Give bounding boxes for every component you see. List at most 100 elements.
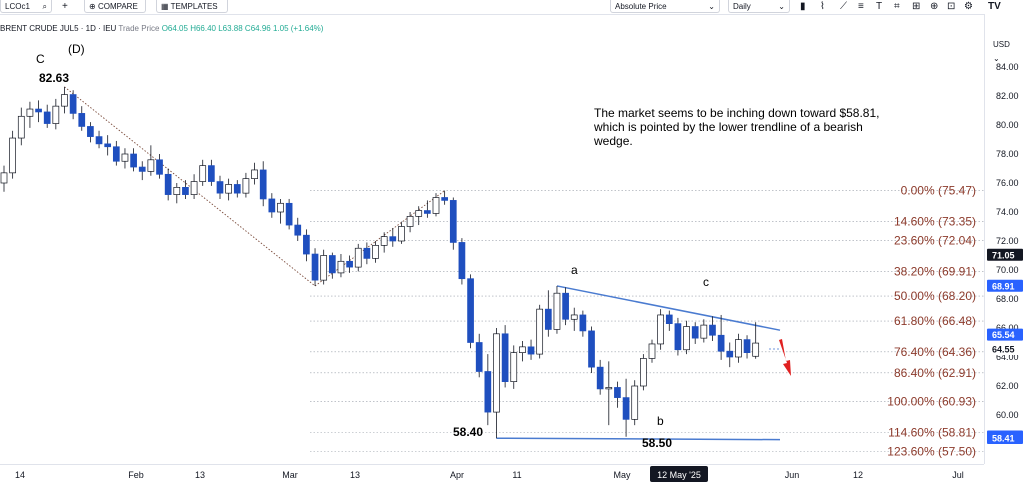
candle-body [130,153,137,168]
price-axis-tick: 74.00 [996,207,1019,217]
time-axis-tick: Apr [450,470,464,480]
candle-body [277,202,284,213]
candle-body [182,187,189,195]
candle-body [311,253,319,281]
low-price-label-2: 58.50 [642,436,672,450]
candle-body [562,292,569,320]
candle-body [35,108,42,113]
templates-button[interactable]: ▦ TEMPLATES [156,0,228,13]
text-tool-icon[interactable]: T [876,1,883,12]
price-axis-tick: 82.00 [996,91,1019,101]
ruler-icon[interactable]: ⊞ [912,1,921,12]
trend-icon[interactable]: ⟋ [840,1,847,12]
price-axis-tick: 78.00 [996,149,1019,159]
price-axis[interactable]: USD ⌄ [984,14,1024,464]
candle-body [17,115,25,139]
candle-body [605,387,613,390]
candle-body [519,346,526,354]
tradingview-logo-icon: TV [988,1,1001,12]
candle-body [138,166,146,172]
candle-body [87,126,94,137]
candle-body [709,324,716,336]
candle-body [61,94,68,107]
fib-level-label: 114.60% (58.81) [888,425,976,439]
bars-icon[interactable]: ≡ [858,1,864,12]
candle-body [156,159,163,175]
candle-body [372,245,379,259]
candle-body [527,346,535,355]
candle-body [354,247,362,268]
time-axis-tick: Feb [128,470,144,480]
templates-label: TEMPLATES [170,2,218,11]
time-axis-tick: Jun [785,470,800,480]
candle-body [424,210,431,214]
camera-icon[interactable]: ⊡ [947,1,956,12]
candle-body [242,178,250,194]
frame-icon[interactable]: ⌗ [894,1,900,12]
chevron-down-icon: ⌄ [778,2,785,11]
legend-symbol-name: BRENT CRUDE JUL5 · 1D · IEU [0,24,117,33]
price-mode-select[interactable]: Absolute Price ⌄ [610,0,720,13]
candle-body [208,165,215,182]
candle-body [233,184,241,194]
candles-icon[interactable]: ▮ [800,1,806,12]
compare-button[interactable]: ⊕ COMPARE [84,0,146,13]
candle-body [579,314,587,332]
candle-body [752,342,760,357]
candle-body [337,260,345,274]
candle-body [26,108,34,117]
candle-body [536,308,544,355]
fib-level-label: 100.00% (60.93) [887,395,976,409]
current-date-tag [650,466,708,482]
time-axis-tick: 13 [195,470,205,480]
fib-level-label: 50.00% (68.20) [894,289,976,303]
candle-body [69,94,77,114]
candle-body [588,330,595,368]
price-tag [987,279,1023,292]
price-tag-label: 65.54 [992,330,1015,340]
time-axis-labels: 14 Feb 13 Mar 13 Apr 11 May 12 May '25 Jun 12 Jul [15,466,964,482]
annotation-layer: C (D) 82.63 a c b 58.40 58.50 [36,42,791,450]
chevron-down-icon[interactable]: ⌄ [993,54,1000,63]
candle-body [104,143,112,148]
candle-body [510,352,518,382]
line-chart-icon[interactable]: ⌇ [820,1,825,12]
interval-select[interactable]: Daily ⌄ [728,0,790,13]
price-tag [987,432,1023,445]
time-axis-tick: Jul [952,470,964,480]
candle-body [406,216,414,227]
candle-body [467,278,474,343]
legend-high: H66.40 [190,24,216,33]
candle-body [743,339,751,354]
candle-body [735,339,742,358]
candle-body [614,387,621,398]
analysis-note: The market seems to be inching down towa… [594,106,880,148]
zoom-icon[interactable]: ⊕ [930,1,939,12]
candle-body [199,165,207,182]
price-axis-tick: 80.00 [996,120,1019,130]
candle-body [493,333,500,413]
plus-icon[interactable]: + [62,1,68,12]
price-tag [987,343,1023,356]
price-mode-value: Absolute Price [615,2,667,11]
low-price-label-1: 58.40 [453,425,483,439]
candle-body [164,173,172,195]
settings-icon[interactable]: ⚙ [964,1,973,12]
legend-low: L63.88 [218,24,243,33]
symbol-search-box[interactable]: LCOc1 ⌕ [0,0,52,13]
time-axis-tick: 14 [15,470,25,480]
candle-body [622,397,630,420]
candle-body [640,358,647,387]
symbol-value: LCOc1 [5,2,30,11]
time-axis[interactable] [0,464,984,487]
legend-change: 1.05 (+1.64%) [272,24,324,33]
dotted-rally-line [314,190,445,287]
candle-body [501,333,509,382]
symbol-legend: BRENT CRUDE JUL5 · 1D · IEU Trade Price … [0,24,323,33]
current-date-label: 12 May '25 [657,470,701,480]
candle-body [190,181,198,195]
candle-body [294,224,302,236]
candle-body [121,153,129,162]
dotted-decline-line [64,86,316,287]
